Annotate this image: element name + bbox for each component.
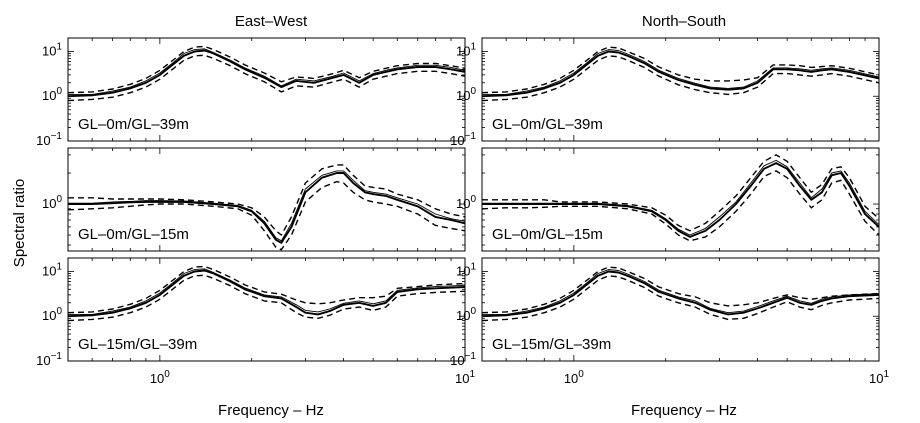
series-line-individual xyxy=(68,268,465,315)
panel-frame xyxy=(67,257,466,362)
y-tick-label: 10−1 xyxy=(450,351,476,368)
series-group xyxy=(482,46,879,102)
y-tick-label: 10−1 xyxy=(36,351,62,368)
x-tick-label: 100 xyxy=(564,369,584,386)
panel-label: GL–0m/GL–15m xyxy=(78,226,189,243)
series-line-individual xyxy=(68,48,465,95)
series-line-mean-sd xyxy=(482,275,879,322)
column-title-east-west: East–West xyxy=(235,13,308,30)
panel-ns-2: 100 GL–0m/GL–15m xyxy=(456,147,880,252)
series-line-mean-sd xyxy=(68,180,465,251)
series-line-mean-sd xyxy=(68,274,465,322)
x-tick-label: 101 xyxy=(455,369,475,386)
panel-label-bg xyxy=(74,223,224,245)
panel-ew-3: 10−1 100 101 100 101 GL–15m/GL–39m xyxy=(36,257,475,386)
panel-frame xyxy=(67,37,466,142)
series-line-mean-sd xyxy=(482,154,879,232)
panel-ew-2: 100 GL–0m/GL–15m xyxy=(42,147,466,252)
series-line-mean-sd xyxy=(68,45,465,94)
panel-label-bg xyxy=(488,113,638,135)
panels-layer: 10−1 100 101 GL–0m/GL–39m 100 GL–0m/GL–15m 10−… xyxy=(36,37,889,386)
y-tick-label: 101 xyxy=(456,41,476,58)
series-group xyxy=(68,164,465,251)
series-line-individual xyxy=(482,49,879,95)
series-line-mean xyxy=(482,50,879,98)
y-tick-label: 100 xyxy=(456,194,476,211)
y-axis-label: Spectral ratio xyxy=(11,179,28,267)
y-tick-label: 101 xyxy=(456,261,476,278)
panel-label: GL–15m/GL–39m xyxy=(492,336,611,353)
y-tick-label: 100 xyxy=(42,194,62,211)
series-line-mean-sd xyxy=(482,266,879,314)
y-tick-label: 100 xyxy=(42,86,62,103)
panel-label: GL–0m/GL–15m xyxy=(492,226,603,243)
x-axis-label-north-south: Frequency – Hz xyxy=(631,402,737,419)
y-tick-label: 100 xyxy=(456,86,476,103)
series-line-mean xyxy=(68,269,465,318)
series-group xyxy=(482,154,879,242)
series-line-mean-sd xyxy=(482,170,879,242)
panel-label-bg xyxy=(74,113,224,135)
y-tick-label: 10−1 xyxy=(36,131,62,148)
x-axis-label-east-west: Frequency – Hz xyxy=(218,402,324,419)
column-title-north-south: North–South xyxy=(642,13,726,30)
panel-frame xyxy=(481,37,880,142)
series-line-mean xyxy=(482,270,879,318)
y-tick-label: 100 xyxy=(456,306,476,323)
panel-label: GL–15m/GL–39m xyxy=(78,336,197,353)
series-line-mean-sd xyxy=(68,164,465,236)
series-line-individual xyxy=(68,170,465,242)
panel-ns-1: 10−1 100 101 GL–0m/GL–39m xyxy=(450,37,880,148)
y-tick-label: 10−1 xyxy=(450,131,476,148)
series-group xyxy=(482,266,879,322)
panel-ew-1: 10−1 100 101 GL–0m/GL–39m xyxy=(36,37,466,148)
panel-frame xyxy=(481,257,880,362)
series-line-mean-sd xyxy=(68,265,465,314)
series-line-mean-sd xyxy=(482,46,879,94)
x-tick-label: 100 xyxy=(150,369,170,386)
panel-label: GL–0m/GL–39m xyxy=(78,116,189,133)
y-tick-label: 101 xyxy=(42,261,62,278)
series-group xyxy=(68,45,465,102)
series-line-mean xyxy=(482,162,879,238)
panel-label-bg xyxy=(488,223,638,245)
y-tick-label: 100 xyxy=(42,306,62,323)
y-tick-label: 101 xyxy=(42,41,62,58)
panel-frame xyxy=(67,147,466,252)
series-line-individual xyxy=(482,269,879,315)
series-line-mean-sd xyxy=(482,55,879,102)
panel-label: GL–0m/GL–39m xyxy=(492,116,603,133)
panel-frame xyxy=(481,147,880,252)
series-group xyxy=(68,265,465,322)
series-line-individual xyxy=(482,159,879,236)
series-line-mean xyxy=(68,49,465,98)
panel-ns-3: 10−1 100 101 100 101 GL–15m/GL–39m xyxy=(450,257,889,386)
x-tick-label: 101 xyxy=(869,369,889,386)
panel-label-bg xyxy=(74,333,224,355)
panel-label-bg xyxy=(488,333,638,355)
series-line-mean-sd xyxy=(68,54,465,102)
series-line-mean xyxy=(68,172,465,244)
